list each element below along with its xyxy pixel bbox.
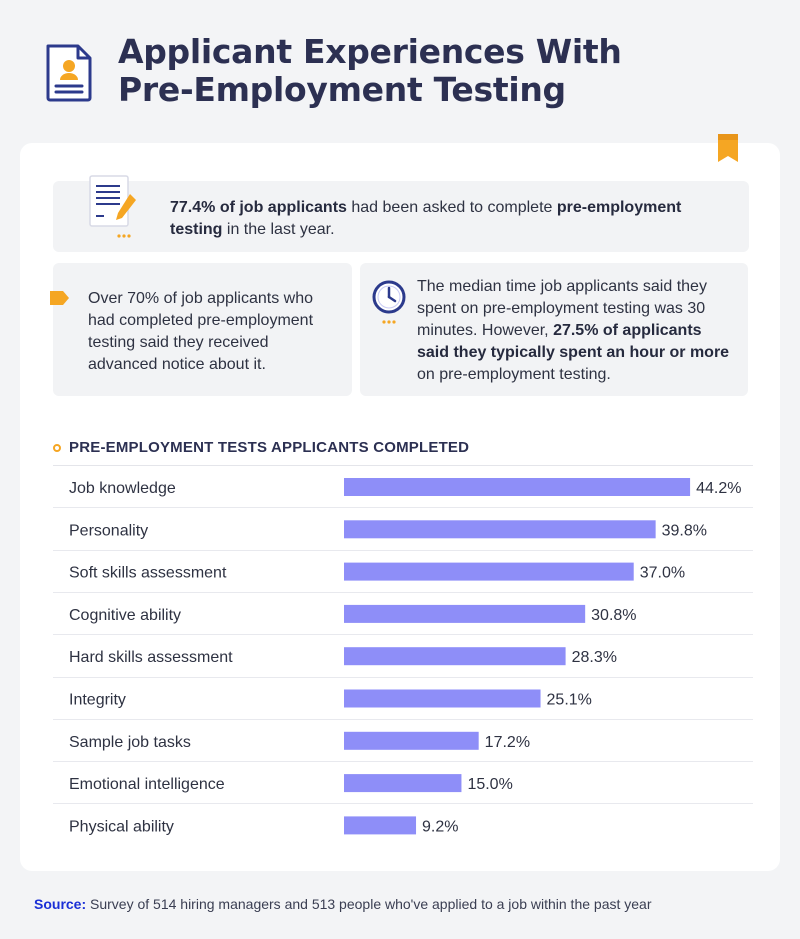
chart-title: PRE-EMPLOYMENT TESTS APPLICANTS COMPLETE… <box>69 439 470 456</box>
stat-top-bold-1: 77.4% of job applicants <box>170 199 347 216</box>
category-label: Emotional intelligence <box>69 776 225 793</box>
value-label: 15.0% <box>467 776 512 793</box>
chart-title-bullet-icon <box>53 444 61 452</box>
bar-chart-svg: Job knowledge 44.2% Personality 39.8% Soft s… <box>53 465 753 835</box>
value-label: 37.0% <box>640 565 685 582</box>
bar <box>344 816 417 835</box>
stat-top-bold-2: pre-employment testing <box>170 199 682 238</box>
bar-chart: Job knowledge 44.2% Personality 39.8% Soft s… <box>53 465 753 847</box>
stat-left-text: Over 70% of job applicants who had compl… <box>88 290 314 373</box>
bar <box>344 774 462 793</box>
category-label: Cognitive ability <box>69 607 181 624</box>
bar <box>344 478 691 496</box>
resume-document-icon <box>46 44 92 102</box>
bar <box>344 731 479 750</box>
source-text: Survey of 514 hiring managers and 513 pe… <box>86 896 652 912</box>
bar <box>344 604 586 623</box>
category-label: Personality <box>69 522 148 539</box>
stat-right-text-2: on pre-employment testing. <box>417 366 611 383</box>
stat-box-right <box>360 263 748 396</box>
bar <box>344 689 541 708</box>
stat-right-text-1: The median time job applicants said they… <box>417 278 707 339</box>
value-label: 9.2% <box>422 818 458 835</box>
value-label: 44.2% <box>696 480 741 497</box>
category-label: Physical ability <box>69 818 174 835</box>
category-label: Hard skills assessment <box>69 649 233 666</box>
title-line-1: Applicant Experiences With <box>118 32 622 71</box>
header: Applicant Experiences With Pre-Employmen… <box>0 0 800 140</box>
category-label: Sample job tasks <box>69 734 191 751</box>
value-label: 28.3% <box>572 649 617 666</box>
stat-top-text: 77.4% of job applicants had been asked t… <box>170 197 730 241</box>
source-label: Source: <box>34 896 87 912</box>
stat-right-bold-1: 27.5% of applicants said they typically … <box>417 322 730 361</box>
stat-top-text-2: in the last year. <box>222 221 335 238</box>
value-label: 25.1% <box>547 692 592 709</box>
stat-box-top <box>53 181 749 252</box>
category-label: Job knowledge <box>69 480 176 497</box>
stat-box-left <box>53 263 352 396</box>
value-label: 39.8% <box>662 522 707 539</box>
clock-icon <box>372 280 406 324</box>
category-label: Integrity <box>69 692 126 709</box>
document-pencil-icon <box>89 175 136 238</box>
tag-icon <box>50 291 69 305</box>
category-label: Soft skills assessment <box>69 565 227 582</box>
title-line-2: Pre-Employment Testing <box>118 70 566 109</box>
bookmark-icon <box>718 134 738 162</box>
bar <box>344 562 634 581</box>
stat-top-text-1: had been asked to complete <box>346 199 557 216</box>
bar <box>344 520 656 539</box>
source-note: Source: Survey of 514 hiring managers an… <box>34 896 652 912</box>
stat-right-text: The median time job applicants said they… <box>417 276 737 386</box>
value-label: 17.2% <box>485 734 530 751</box>
bar <box>344 647 566 666</box>
value-label: 30.8% <box>591 607 636 624</box>
page-title: Applicant Experiences With Pre-Employmen… <box>118 33 622 109</box>
